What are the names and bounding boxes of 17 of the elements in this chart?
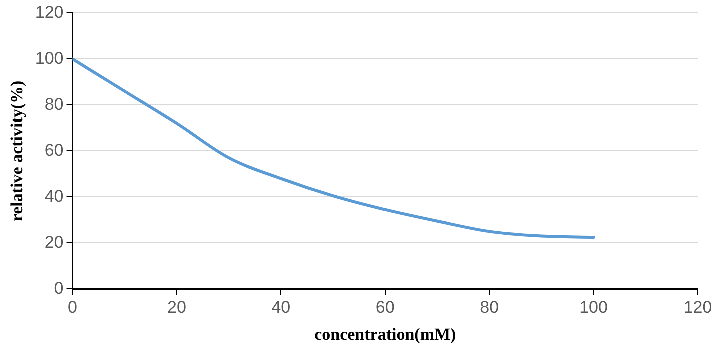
- x-tick-label: 120: [684, 298, 712, 318]
- y-tick-label: 60: [44, 140, 64, 160]
- y-axis-title: relative activity(%): [8, 80, 27, 222]
- y-tick-label: 40: [44, 186, 64, 206]
- y-tick-label: 120: [35, 2, 64, 22]
- line-series: [72, 58, 596, 239]
- x-tick-label: 80: [480, 298, 500, 318]
- y-tick-label: 0: [54, 278, 64, 298]
- x-tick-label: 20: [168, 298, 186, 318]
- y-tick-label: 20: [44, 232, 64, 252]
- x-tick-label: 0: [68, 298, 78, 318]
- y-tick-label: 80: [44, 94, 64, 114]
- x-tick-label: 100: [580, 298, 608, 318]
- y-tick-label: 100: [35, 48, 64, 68]
- x-tick-label: 60: [376, 298, 395, 318]
- x-tick-label: 40: [272, 298, 291, 318]
- x-axis-title: concentration(mM): [314, 325, 456, 344]
